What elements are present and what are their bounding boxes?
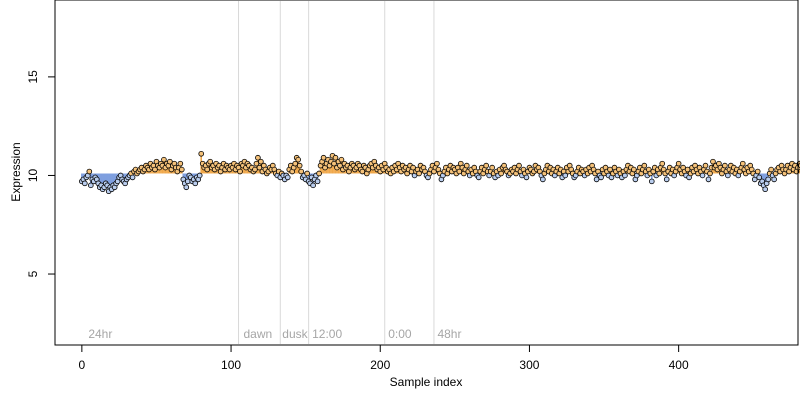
x-tick-label: 400 — [669, 358, 689, 372]
data-point — [86, 168, 93, 175]
data-point — [483, 162, 489, 169]
data-point — [253, 160, 260, 167]
x-tick-label: 0 — [79, 358, 86, 372]
data-point — [648, 178, 655, 185]
data-point — [768, 166, 774, 173]
data-point — [196, 172, 203, 179]
data-point — [258, 158, 264, 165]
data-point — [434, 160, 440, 167]
data-point — [177, 160, 184, 167]
data-point — [622, 172, 628, 179]
data-point — [296, 162, 303, 169]
data-point — [516, 162, 522, 169]
data-point — [410, 164, 416, 171]
data-point — [641, 162, 648, 169]
x-tick-label: 300 — [519, 358, 539, 372]
data-point — [252, 166, 258, 173]
data-point — [82, 180, 88, 187]
data-point — [88, 182, 94, 189]
data-point — [416, 170, 422, 177]
data-point — [675, 160, 682, 167]
data-point — [298, 168, 304, 175]
x-axis-label: Sample index — [390, 375, 463, 389]
data-point — [304, 170, 310, 177]
data-point — [765, 176, 771, 183]
y-tick-label: 15 — [26, 70, 40, 84]
annotation-label: 12:00 — [312, 327, 342, 341]
data-point — [337, 162, 343, 169]
data-point — [192, 180, 199, 187]
data-point — [562, 172, 569, 179]
data-point — [523, 174, 530, 181]
data-point — [295, 156, 301, 163]
annotation-label: dawn — [243, 327, 272, 341]
data-point — [705, 176, 712, 183]
data-point — [316, 170, 322, 177]
data-point — [725, 172, 731, 179]
data-point — [207, 158, 213, 165]
x-tick-label: 200 — [370, 358, 390, 372]
x-tick-label: 100 — [221, 358, 241, 372]
data-point — [198, 150, 205, 157]
y-tick-label: 10 — [26, 168, 40, 182]
data-point — [359, 168, 366, 175]
data-point — [314, 178, 321, 185]
data-point — [161, 156, 167, 163]
data-point — [663, 176, 670, 183]
data-point — [338, 156, 345, 163]
data-points — [79, 150, 800, 195]
data-point — [659, 160, 666, 167]
data-point — [707, 170, 713, 177]
data-point — [598, 174, 604, 181]
data-point — [771, 176, 777, 183]
data-point — [310, 182, 316, 189]
data-point — [722, 162, 728, 169]
data-point — [607, 166, 613, 173]
data-point — [256, 164, 263, 171]
data-point — [167, 158, 173, 165]
data-point — [593, 176, 600, 183]
data-point — [129, 174, 136, 181]
data-point — [456, 168, 463, 175]
data-point — [702, 162, 709, 169]
data-point — [320, 154, 327, 161]
data-point — [463, 162, 470, 169]
data-point — [237, 168, 243, 175]
data-point — [710, 158, 716, 165]
data-point — [489, 164, 495, 171]
x-axis: 0 100 200 300 400 — [79, 344, 689, 372]
data-point — [331, 160, 337, 167]
data-point — [631, 166, 637, 173]
data-point — [739, 160, 746, 167]
data-point — [332, 154, 339, 161]
data-point — [656, 170, 663, 177]
y-axis-label: Expression — [9, 142, 23, 201]
annotation-label: 24hr — [88, 327, 112, 341]
data-point — [475, 174, 482, 181]
data-point — [684, 166, 691, 173]
annotation-label: 0:00 — [388, 327, 412, 341]
data-point — [754, 168, 761, 175]
annotation-labels: 24hr dawn dusk 12:00 0:00 48hr — [88, 327, 461, 341]
data-point — [498, 170, 504, 177]
annotation-label: dusk — [282, 327, 308, 341]
data-point — [152, 166, 158, 173]
data-point — [540, 176, 546, 183]
data-point — [183, 184, 190, 191]
data-point — [179, 166, 185, 173]
data-point — [292, 160, 299, 167]
y-axis: 5 10 15 — [26, 70, 56, 277]
data-point — [756, 174, 763, 181]
data-point — [699, 172, 706, 179]
y-tick-label: 5 — [26, 270, 40, 277]
data-point — [255, 154, 261, 161]
data-point — [762, 186, 768, 193]
data-point — [204, 166, 210, 173]
annotation-label: 48hr — [437, 327, 461, 341]
data-point — [284, 174, 291, 181]
